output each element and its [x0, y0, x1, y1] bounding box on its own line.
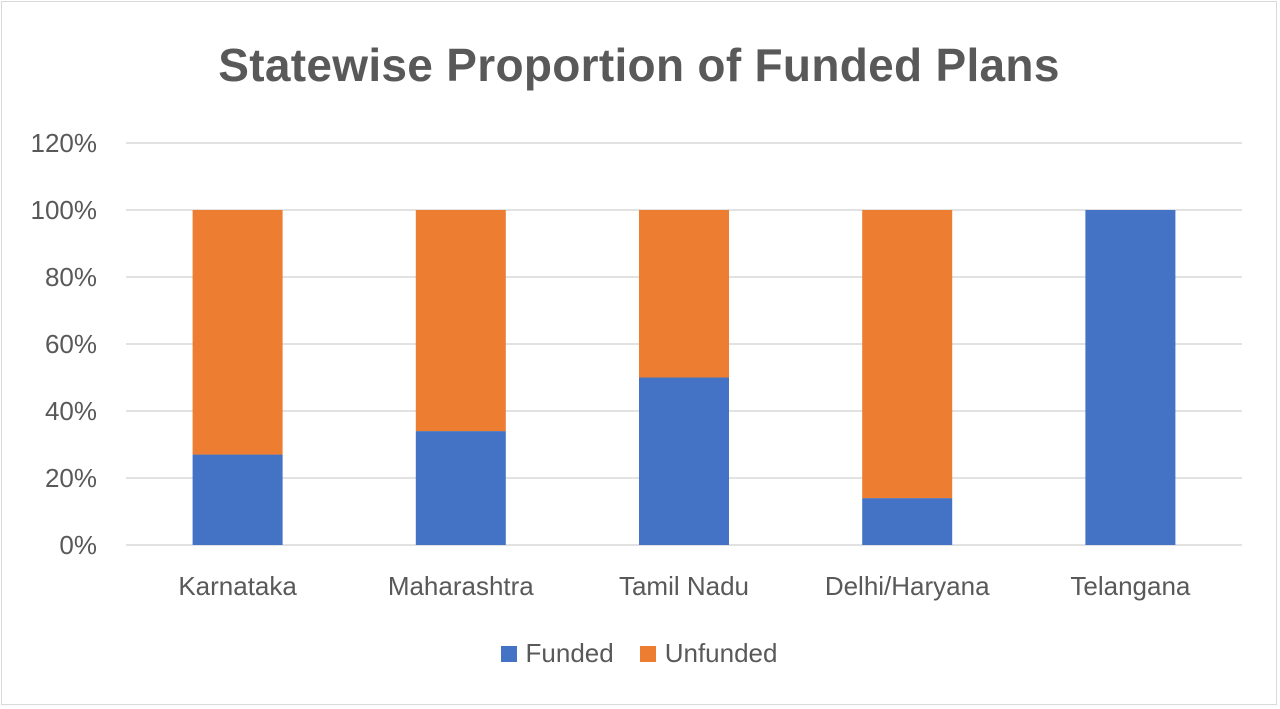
legend: Funded Unfunded	[2, 638, 1276, 669]
bar-funded-telangana[interactable]	[1085, 210, 1176, 545]
legend-item-funded[interactable]: Funded	[500, 638, 614, 669]
bar-unfunded-maharashtra[interactable]	[415, 210, 506, 432]
legend-item-unfunded[interactable]: Unfunded	[639, 638, 778, 669]
y-tick-label: 40%	[45, 396, 97, 426]
x-tick-label: Tamil Nadu	[619, 571, 749, 601]
y-tick-label: 20%	[45, 463, 97, 493]
y-tick-label: 100%	[31, 195, 98, 225]
bar-funded-maharashtra[interactable]	[415, 431, 506, 545]
x-tick-label: Delhi/Haryana	[825, 571, 990, 601]
chart-title: Statewise Proportion of Funded Plans	[218, 39, 1060, 91]
legend-swatch-funded	[500, 645, 517, 662]
legend-label-unfunded: Unfunded	[664, 638, 778, 668]
bar-funded-karnataka[interactable]	[192, 454, 283, 545]
bar-unfunded-tamil-nadu[interactable]	[639, 210, 729, 378]
y-tick-label: 60%	[45, 329, 97, 359]
x-tick-label: Karnataka	[178, 571, 297, 601]
bar-unfunded-delhi-haryana[interactable]	[862, 210, 953, 499]
bars	[192, 210, 1176, 546]
y-axis-ticks: 0% 20% 40% 60% 80% 100% 120%	[31, 128, 98, 560]
legend-swatch-unfunded	[639, 645, 656, 662]
x-axis-ticks: Karnataka Maharashtra Tamil Nadu Delhi/Hary…	[178, 571, 1191, 601]
bar-funded-tamil-nadu[interactable]	[639, 377, 729, 546]
y-tick-label: 0%	[59, 530, 97, 560]
y-tick-label: 80%	[45, 262, 97, 292]
legend-label-funded: Funded	[525, 638, 614, 668]
bar-funded-delhi-haryana[interactable]	[862, 498, 953, 545]
bar-unfunded-karnataka[interactable]	[192, 210, 283, 455]
y-tick-label: 120%	[31, 128, 98, 158]
x-tick-label: Maharashtra	[388, 571, 534, 601]
x-tick-label: Telangana	[1070, 571, 1191, 601]
